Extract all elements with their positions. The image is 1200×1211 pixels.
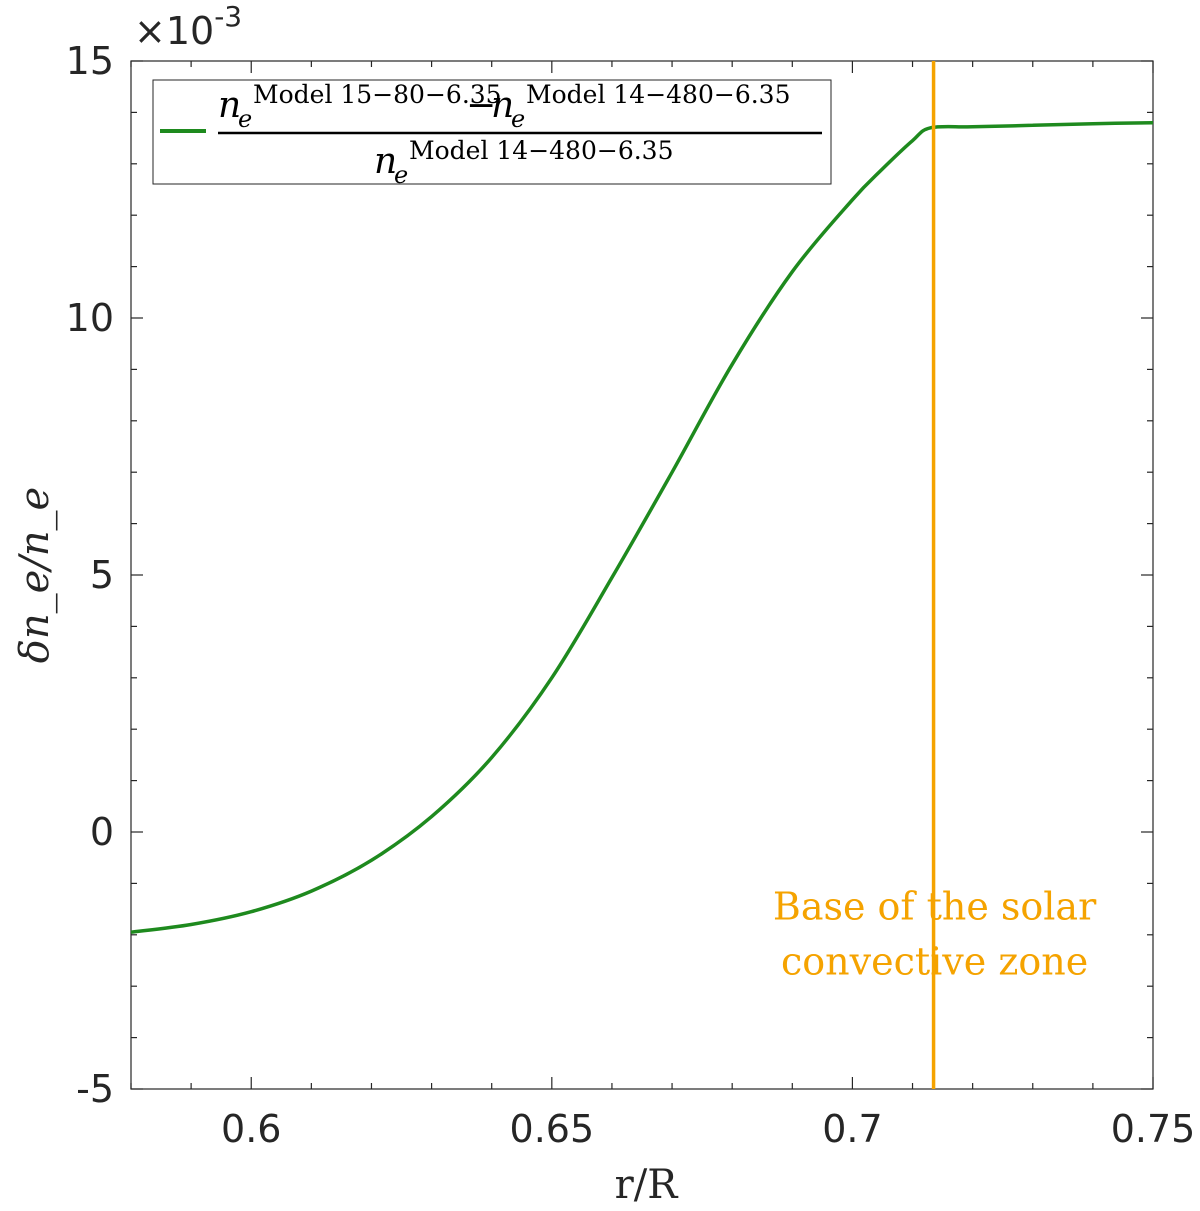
x-tick-label: 0.6 <box>221 1107 281 1151</box>
y-tick-label: 15 <box>66 39 114 83</box>
legend-den-base: n <box>374 141 397 182</box>
y-exponent-power: -3 <box>214 0 242 33</box>
y-tick-label: -5 <box>76 1067 114 1111</box>
legend-num-right-base: n <box>491 85 514 126</box>
legend-num-right-sup: Model 14−480−6.35 <box>526 80 790 109</box>
series-layer <box>130 120 1154 934</box>
x-tick-label: 0.75 <box>1111 1107 1196 1151</box>
legend-num-left-base: n <box>218 85 241 126</box>
y-tick-labels: -5 0 5 10 15 <box>66 39 114 1111</box>
legend-den-sup: Model 14−480−6.35 <box>409 136 673 165</box>
axes-frame <box>130 60 1154 1090</box>
series-line <box>130 120 1154 934</box>
legend: n e Model 15−80−6.35 − n e Model 14−480−… <box>152 79 832 189</box>
x-tick-label: 0.7 <box>822 1107 882 1151</box>
x-tick-labels: 0.6 0.65 0.7 0.75 <box>221 1107 1195 1151</box>
x-axis-label: r/R <box>615 1162 680 1208</box>
annotation-line-1: Base of the solar <box>773 884 1097 928</box>
x-tick-label: 0.65 <box>510 1107 595 1151</box>
y-exponent-base: ×10 <box>134 9 214 53</box>
y-tick-label: 0 <box>90 810 114 854</box>
legend-den-sub: e <box>394 161 408 189</box>
legend-num-left-sup: Model 15−80−6.35 <box>253 80 502 109</box>
y-exponent-label: ×10-3 <box>134 0 242 53</box>
y-axis-label: δn_e/n_e <box>12 487 58 663</box>
legend-entry-label: n e Model 15−80−6.35 − n e Model 14−480−… <box>218 80 822 189</box>
plot-area <box>130 60 1154 1090</box>
y-tick-label: 5 <box>90 553 114 597</box>
y-tick-label: 10 <box>66 296 114 340</box>
legend-minus: − <box>466 85 496 126</box>
legend-num-right-sub: e <box>511 105 525 133</box>
convective-zone-annotation: Base of the solar convective zone <box>773 884 1097 983</box>
annotation-line-2: convective zone <box>781 939 1088 983</box>
legend-num-left-sub: e <box>238 105 252 133</box>
axis-ticks <box>130 60 1154 1090</box>
